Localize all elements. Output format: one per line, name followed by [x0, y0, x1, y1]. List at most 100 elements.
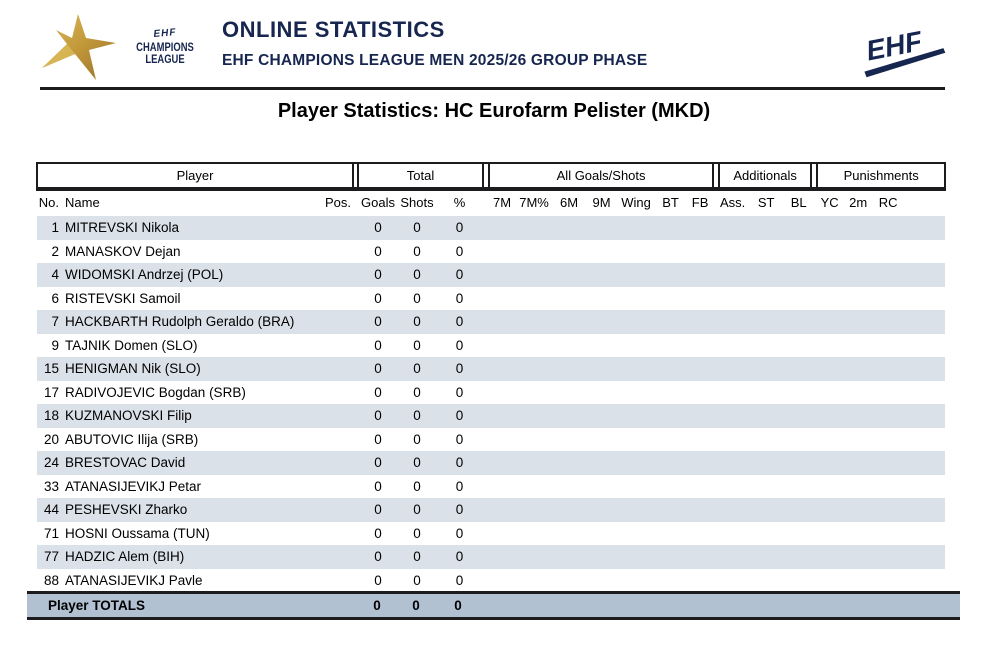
table-cell	[902, 287, 945, 311]
table-cell	[654, 522, 687, 546]
table-cell: 7	[37, 310, 61, 334]
table-cell	[654, 428, 687, 452]
totals-goals: 0	[373, 598, 381, 613]
table-cell	[315, 569, 353, 593]
table-cell	[553, 240, 585, 264]
table-cell	[746, 545, 787, 569]
table-cell: HENIGMAN Nik (SLO)	[61, 357, 315, 381]
table-cell: 0	[413, 478, 421, 494]
col-7m-percent: 7M%	[519, 195, 549, 210]
table-cell	[817, 287, 842, 311]
table-cell: 0	[358, 310, 398, 334]
table-cell	[515, 545, 554, 569]
table-cell	[719, 310, 747, 334]
table-cell	[719, 498, 747, 522]
table-cell	[654, 475, 687, 499]
table-cell	[515, 404, 554, 428]
table-cell	[902, 357, 946, 381]
table-cell	[618, 216, 655, 240]
table-cell	[687, 310, 714, 334]
table-cell	[786, 216, 812, 240]
table-cell: MANASKOV Dejan	[65, 243, 181, 259]
table-cell: ATANASIJEVIKJ Pavle	[65, 572, 203, 588]
table-cell	[618, 475, 654, 499]
table-cell	[713, 498, 720, 522]
table-cell	[618, 263, 655, 287]
table-cell	[489, 334, 515, 358]
col-shots: Shots	[400, 195, 434, 210]
table-cell	[817, 498, 843, 522]
table-cell	[719, 451, 747, 475]
table-cell	[553, 216, 586, 240]
table-cell	[483, 263, 490, 287]
table-cell	[489, 569, 515, 593]
champions-league-logo: EHF CHAMPIONS LEAGUE	[36, 12, 206, 84]
table-cell	[811, 545, 818, 569]
table-row: 4 WIDOMSKI Andrzej (POL) 0 0 0	[37, 263, 946, 287]
table-cell	[618, 498, 655, 522]
table-cell	[842, 475, 874, 499]
table-cell	[746, 569, 786, 593]
cl-logo-champions-text: CHAMPIONS	[136, 42, 194, 54]
table-cell: ATANASIJEVIKJ Petar	[65, 478, 202, 494]
table-cell	[719, 475, 746, 499]
table-cell	[817, 263, 843, 287]
table-cell: 17	[43, 384, 59, 400]
table-cell	[817, 334, 842, 358]
col-fb: FB	[691, 195, 709, 210]
table-row: 15 HENIGMAN Nik (SLO) 0 0 0	[37, 357, 946, 381]
table-cell	[515, 451, 554, 475]
table-cell: 0	[398, 451, 436, 475]
table-cell: 0	[374, 337, 382, 353]
table-cell	[489, 310, 516, 334]
table-cell	[687, 404, 714, 428]
ehf-logo-icon: EHF	[864, 25, 946, 78]
table-cell	[315, 263, 353, 287]
table-cell	[489, 404, 516, 428]
table-cell	[315, 498, 353, 522]
col-bl: BL	[790, 195, 807, 210]
table-cell	[553, 451, 586, 475]
table-cell	[902, 522, 945, 546]
table-cell	[553, 545, 586, 569]
table-cell	[353, 498, 358, 522]
totals-shots: 0	[412, 598, 420, 613]
table-cell	[315, 357, 353, 381]
table-cell	[618, 451, 655, 475]
table-cell	[618, 428, 654, 452]
table-cell: 0	[436, 216, 484, 240]
table-cell	[786, 310, 812, 334]
table-cell	[687, 287, 713, 311]
player-totals-row: Player TOTALS 0 0 0	[27, 591, 960, 620]
table-cell	[786, 451, 812, 475]
table-cell	[483, 404, 490, 428]
table-cell	[618, 357, 655, 381]
table-cell	[902, 263, 946, 287]
table-cell	[713, 451, 720, 475]
group-gap	[713, 162, 720, 191]
table-cell	[515, 498, 554, 522]
table-cell	[811, 357, 818, 381]
table-cell	[746, 381, 786, 405]
table-cell	[515, 475, 553, 499]
table-cell: 9	[51, 337, 59, 353]
table-cell: 0	[358, 357, 398, 381]
col-ass: Ass.	[719, 195, 746, 210]
table-cell: PESHEVSKI Zharko	[61, 498, 315, 522]
table-cell	[483, 357, 490, 381]
table-cell: KUZMANOVSKI Filip	[61, 404, 315, 428]
table-cell: RISTEVSKI Samoil	[65, 290, 181, 306]
table-cell: 0	[413, 384, 421, 400]
col-no: No.	[38, 195, 59, 210]
table-cell	[874, 381, 902, 405]
ehf-logo: EHF	[855, 20, 950, 80]
table-row: 1 MITREVSKI Nikola 0 0 0	[37, 216, 946, 240]
table-cell	[618, 310, 655, 334]
table-cell: 0	[398, 498, 436, 522]
table-cell	[842, 263, 875, 287]
table-cell	[811, 263, 818, 287]
table-cell: RADIVOJEVIC Bogdan (SRB)	[65, 384, 246, 400]
table-row: 88 ATANASIJEVIKJ Pavle 0 0 0	[37, 569, 945, 593]
table-cell: 18	[37, 404, 61, 428]
table-cell: 2	[51, 243, 59, 259]
